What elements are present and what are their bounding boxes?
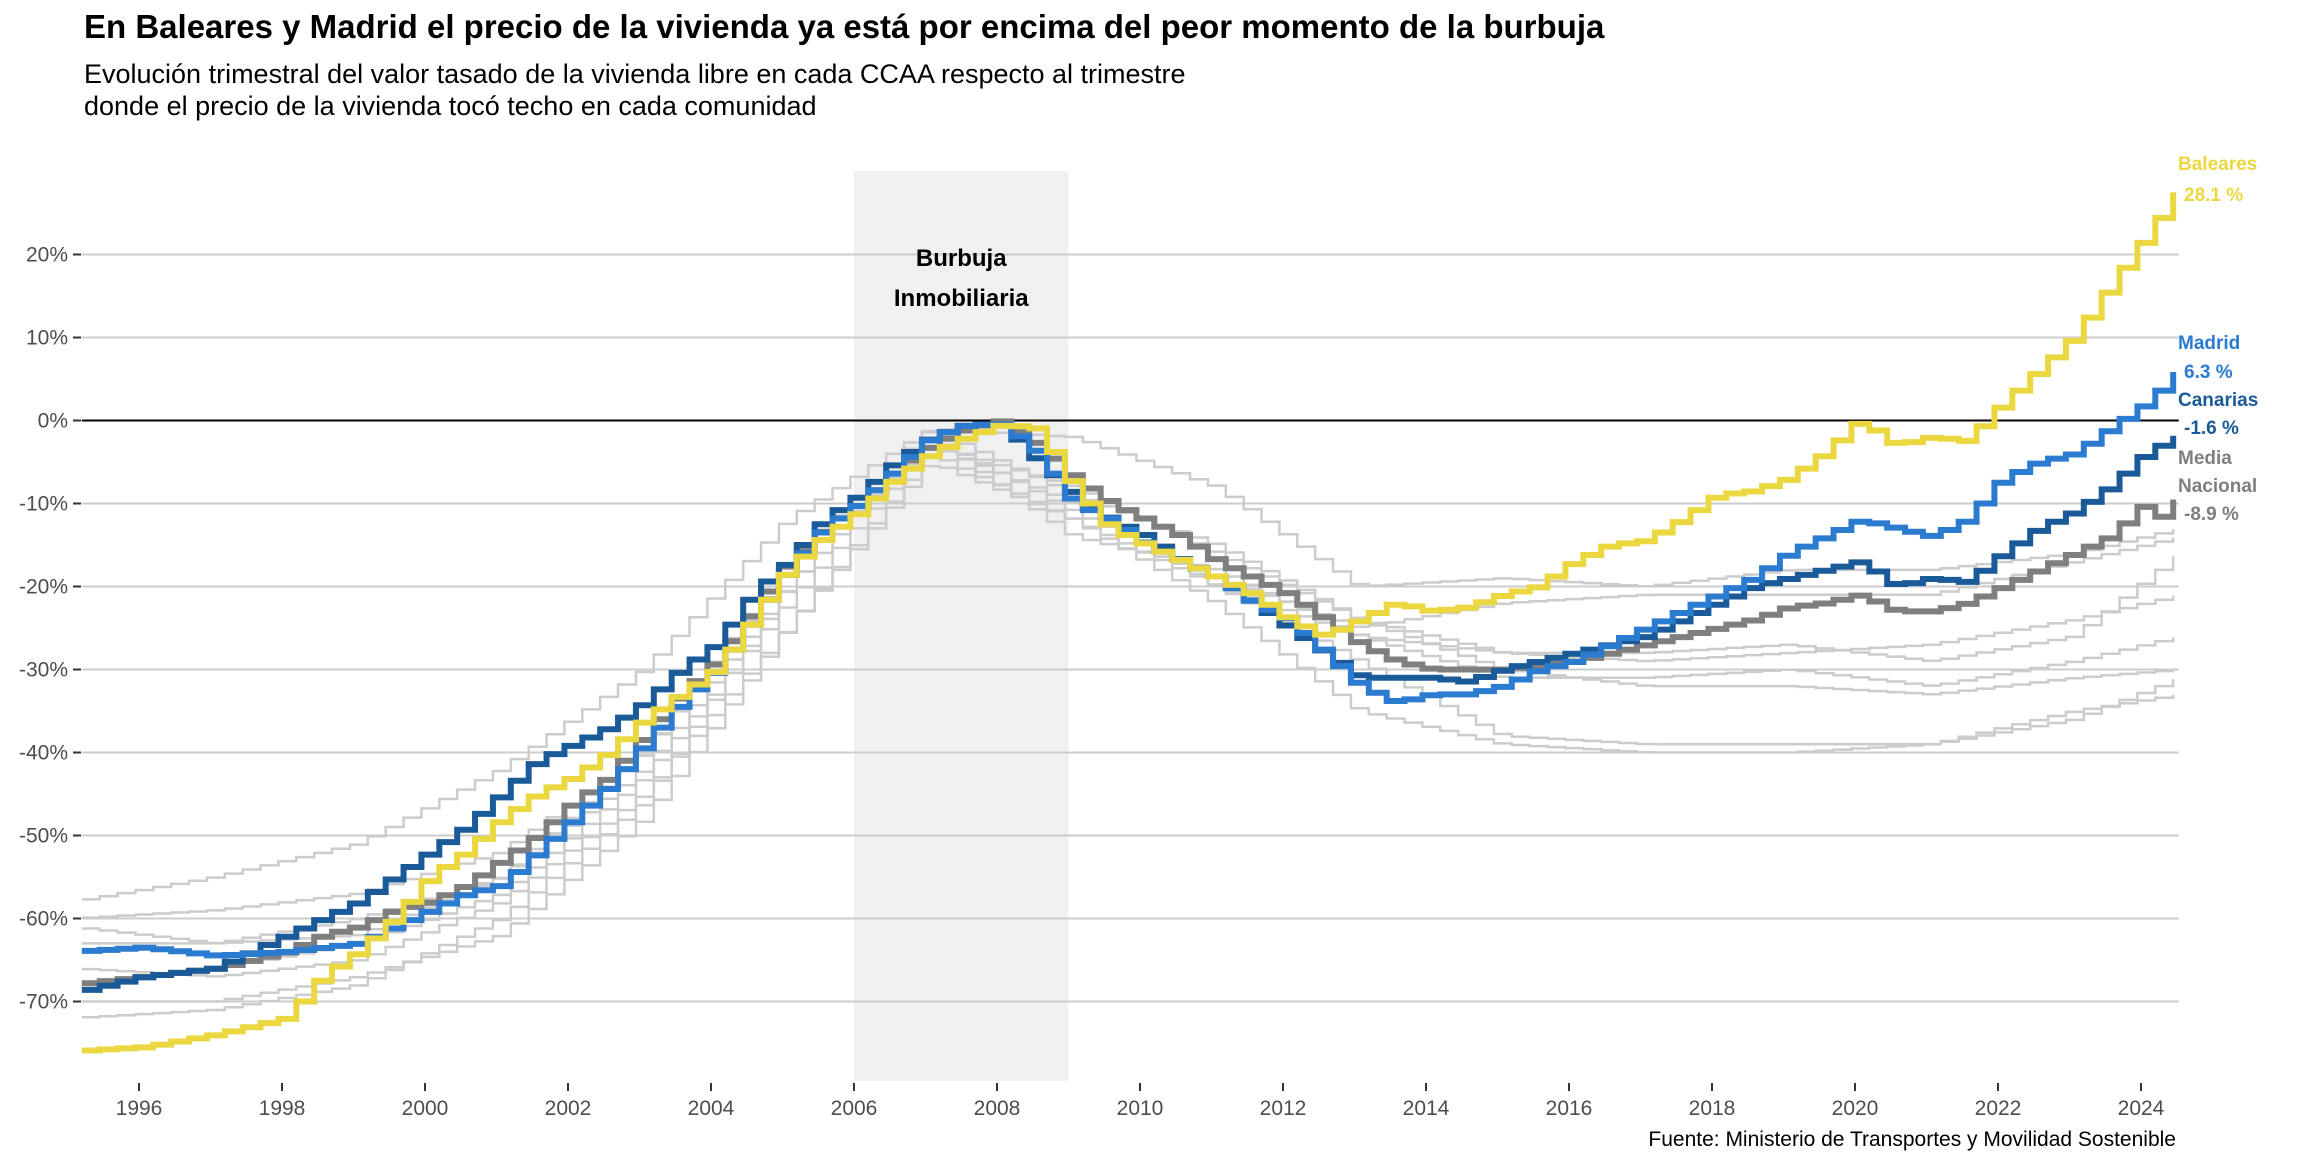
background-series-line: [81, 439, 2175, 1019]
label-canarias-name: Canarias: [2178, 390, 2258, 411]
x-tick-label: 2008: [974, 1097, 1021, 1120]
y-tick-label: -60%: [19, 908, 68, 931]
x-axis: 1996 1998 2000 2002 2004 2006 2008 2010 2012 2014…: [116, 1083, 2165, 1120]
y-tick-label: 10%: [26, 327, 68, 350]
y-tick-label: -70%: [19, 991, 68, 1014]
label-media-value: -8.9 %: [2184, 504, 2239, 525]
label-madrid-value: 6.3 %: [2184, 362, 2233, 383]
bubble-label-line1: Burbuja: [916, 245, 1007, 272]
x-tick-label: 2006: [831, 1097, 878, 1120]
label-media-name-line1: Media: [2178, 448, 2232, 469]
label-canarias-value: -1.6 %: [2184, 418, 2239, 439]
x-tick-label: 2022: [1975, 1097, 2022, 1120]
x-tick-label: 2020: [1832, 1097, 1879, 1120]
chart-subtitle: Evolución trimestral del valor tasado de…: [84, 59, 1186, 121]
y-tick-label: -50%: [19, 825, 68, 848]
label-baleares-value: 28.1 %: [2184, 185, 2243, 206]
series-line-media-nacional: [81, 418, 2177, 987]
x-tick-label: 2004: [688, 1097, 735, 1120]
x-tick-label: 1996: [116, 1097, 163, 1120]
x-tick-label: 2024: [2118, 1097, 2165, 1120]
label-media-name-line2: Nacional: [2178, 476, 2257, 497]
bubble-label-line2: Inmobiliaria: [894, 285, 1029, 312]
chart-title: En Baleares y Madrid el precio de la viv…: [84, 8, 1605, 45]
x-tick-label: 2000: [402, 1097, 449, 1120]
x-tick-label: 1998: [259, 1097, 306, 1120]
y-tick-label: -20%: [19, 576, 68, 599]
y-tick-label: -30%: [19, 659, 68, 682]
background-series-line: [81, 428, 2175, 901]
y-tick-label: -10%: [19, 493, 68, 516]
series-line-baleares: [81, 192, 2177, 1054]
label-baleares-name: Baleares: [2178, 154, 2257, 175]
label-madrid-name: Madrid: [2178, 333, 2240, 354]
y-axis: 20% 10% 0% -10% -20% -30% -40% -50% -60% -70%: [19, 244, 81, 1014]
y-tick-label: 0%: [38, 410, 68, 433]
bubble-shaded-region: [854, 171, 1069, 1081]
x-tick-label: 2018: [1689, 1097, 1736, 1120]
background-series-line: [81, 439, 2175, 945]
source-note: Fuente: Ministerio de Transportes y Movi…: [1648, 1128, 2176, 1151]
x-tick-label: 2012: [1260, 1097, 1307, 1120]
gridlines: [81, 253, 2179, 1003]
series-line-madrid: [81, 372, 2177, 959]
x-tick-label: 2010: [1117, 1097, 1164, 1120]
x-tick-label: 2016: [1546, 1097, 1593, 1120]
y-tick-label: -40%: [19, 742, 68, 765]
x-tick-label: 2014: [1403, 1097, 1450, 1120]
highlight-series: [81, 192, 2177, 1054]
x-tick-label: 2002: [545, 1097, 592, 1120]
y-tick-label: 20%: [26, 244, 68, 267]
